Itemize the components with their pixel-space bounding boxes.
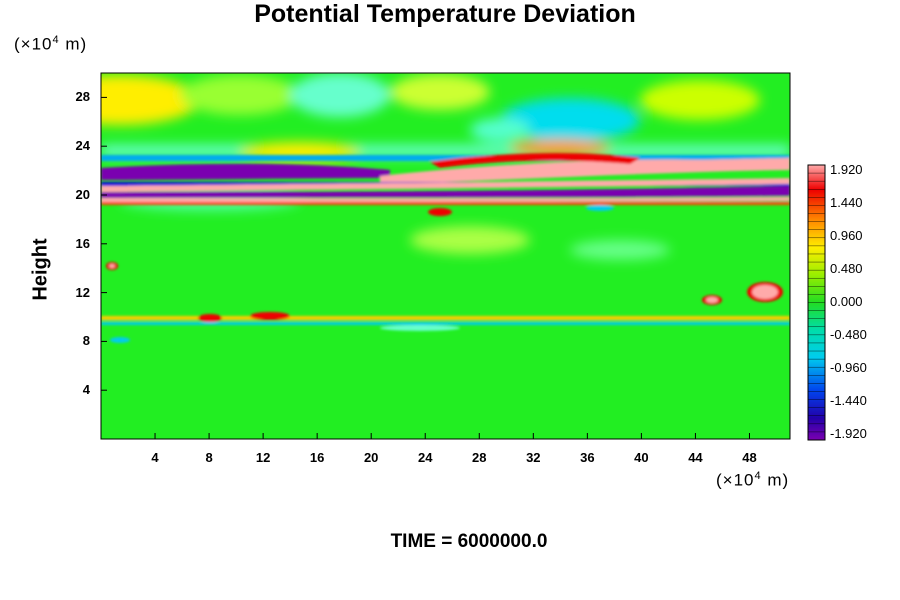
x-tick-label: 28 (472, 450, 487, 465)
x-tick-label: 12 (255, 450, 271, 465)
x-tick-label: 44 (688, 450, 703, 465)
y-tick-label: 16 (75, 235, 90, 251)
x-tick-label: 36 (580, 450, 595, 465)
y-tick-label: 28 (75, 89, 90, 105)
colorbar-label: 0.960 (830, 228, 863, 243)
plot-area (101, 73, 790, 439)
colorbar-label: 0.480 (830, 261, 863, 276)
colorbar-label: 1.920 (830, 162, 863, 177)
x-tick-label: 4 (151, 450, 159, 465)
x-tick-label: 32 (526, 450, 541, 465)
x-axis-unit: (×104 m) (716, 470, 790, 490)
y-tick-label: 4 (82, 382, 90, 398)
x-tick-label: 8 (205, 450, 213, 465)
chart-title: Potential Temperature Deviation (254, 0, 636, 28)
plot-frame (100, 72, 791, 440)
colorbar (807, 164, 826, 441)
time-footer: TIME = 6000000.0 (390, 531, 548, 552)
y-tick-label: 20 (75, 187, 90, 202)
colorbar-label: -1.440 (830, 393, 867, 408)
x-tick-label: 24 (418, 450, 433, 465)
colorbar-label: 1.440 (830, 195, 863, 210)
y-tick-label: 12 (75, 284, 90, 300)
y-axis-unit: (×104 m) (14, 34, 88, 54)
x-tick-marks (154, 433, 750, 439)
y-tick-marks (101, 96, 107, 391)
y-tick-label: 24 (75, 138, 90, 154)
x-tick-label: 20 (363, 450, 379, 465)
x-tick-label: 40 (634, 450, 649, 465)
colorbar-label: -0.480 (830, 327, 867, 342)
y-tick-label: 8 (82, 333, 90, 349)
colorbar-label: -0.960 (830, 360, 867, 375)
x-tick-label: 48 (742, 450, 757, 465)
x-tick-label: 16 (309, 450, 325, 465)
colorbar-label: -1.920 (830, 426, 867, 441)
colorbar-label: 0.000 (830, 294, 863, 309)
